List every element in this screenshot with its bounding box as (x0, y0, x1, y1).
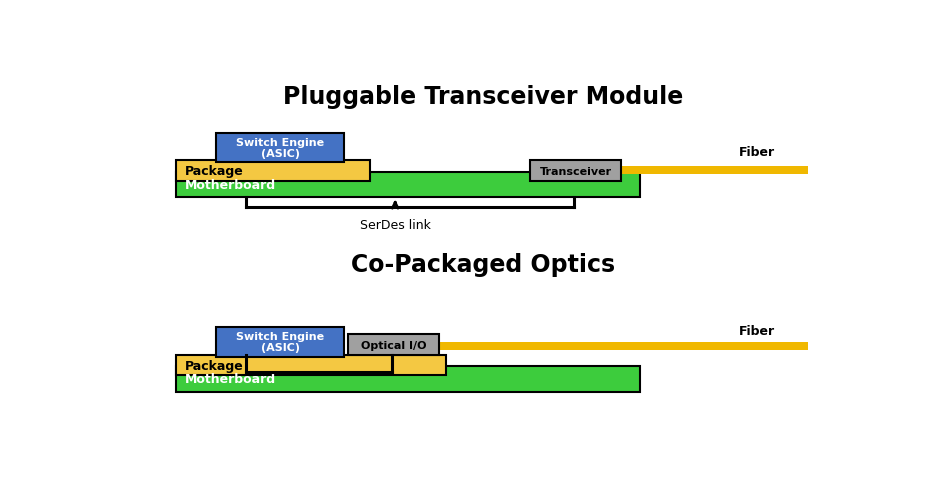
Bar (176, 355, 447, 375)
Bar (439, 343, 807, 351)
Bar (530, 161, 622, 181)
Text: (ASIC): (ASIC) (261, 343, 300, 353)
Text: Motherboard: Motherboard (185, 179, 276, 192)
Text: Package: Package (185, 359, 244, 372)
Text: Optical I/O: Optical I/O (361, 340, 426, 350)
Bar (176, 366, 640, 392)
Text: Transceiver: Transceiver (540, 166, 612, 176)
Text: SerDes link: SerDes link (360, 218, 430, 231)
Text: Fiber: Fiber (739, 324, 774, 337)
Text: (ASIC): (ASIC) (261, 149, 300, 159)
Bar (217, 327, 344, 357)
Text: Fiber: Fiber (739, 146, 774, 159)
Bar (176, 161, 369, 181)
Bar (176, 172, 640, 198)
Text: Pluggable Transceiver Module: Pluggable Transceiver Module (283, 84, 683, 108)
Text: Co-Packaged Optics: Co-Packaged Optics (350, 252, 615, 276)
Bar (217, 133, 344, 163)
Text: Switch Engine: Switch Engine (236, 332, 324, 342)
Text: Motherboard: Motherboard (185, 372, 276, 385)
Text: Switch Engine: Switch Engine (236, 138, 324, 147)
Bar (348, 335, 439, 355)
Bar (622, 167, 807, 175)
Text: Package: Package (185, 165, 244, 178)
